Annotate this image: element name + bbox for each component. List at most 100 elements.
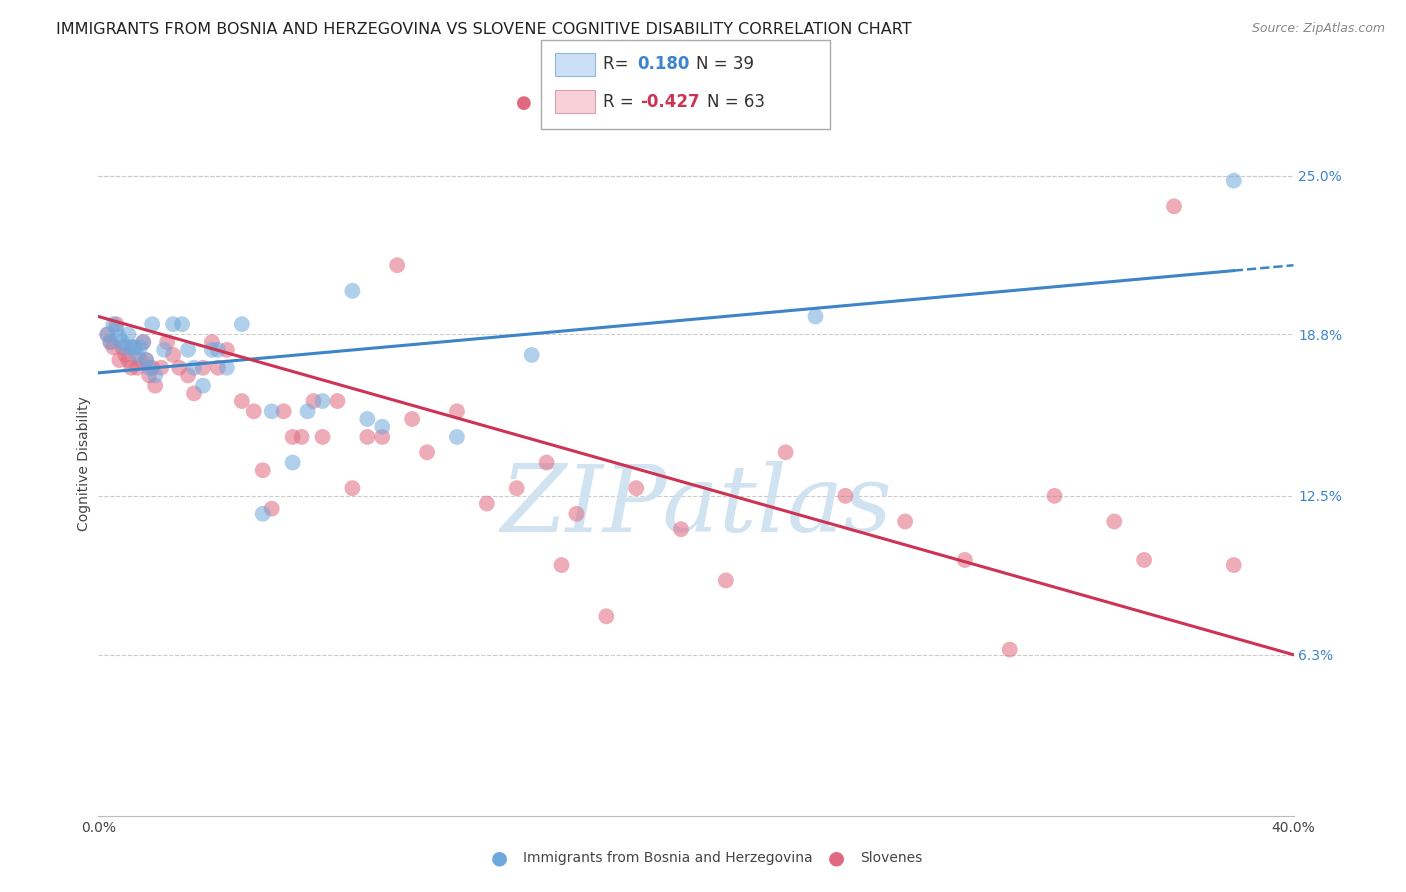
Point [183, 386, 205, 401]
Point [326, 394, 349, 409]
Point [98, 335, 122, 350]
Point [172, 317, 194, 331]
Point [141, 317, 163, 331]
Point [143, 378, 166, 392]
Point [311, 394, 333, 409]
Point [536, 456, 558, 470]
Point [111, 335, 134, 350]
Text: Source: ZipAtlas.com: Source: ZipAtlas.com [1251, 22, 1385, 36]
Point [371, 430, 394, 444]
Text: -0.427: -0.427 [640, 93, 699, 111]
Point [953, 553, 976, 567]
Point [804, 310, 827, 324]
Point [252, 463, 274, 477]
Text: N = 63: N = 63 [707, 93, 765, 111]
Point [401, 412, 423, 426]
Point [153, 343, 176, 357]
Point [135, 353, 157, 368]
Point [834, 489, 856, 503]
Point [207, 343, 229, 357]
Point [191, 360, 214, 375]
Point [138, 360, 160, 375]
Text: 0.180: 0.180 [637, 55, 689, 73]
Point [108, 353, 131, 368]
Point [311, 430, 333, 444]
Point [156, 335, 179, 350]
Point [252, 507, 274, 521]
Point [446, 404, 468, 418]
Point [669, 522, 692, 536]
Text: ZIPatlas: ZIPatlas [501, 461, 891, 551]
Point [998, 642, 1021, 657]
Point [475, 497, 498, 511]
Point [143, 368, 166, 383]
Point [114, 348, 136, 362]
Point [297, 404, 319, 418]
Point [108, 330, 131, 344]
Point [385, 258, 409, 272]
Point [177, 343, 200, 357]
Point [550, 558, 572, 572]
Point [273, 404, 295, 418]
Point [96, 327, 118, 342]
Point [714, 574, 737, 588]
Text: Immigrants from Bosnia and Herzegovina: Immigrants from Bosnia and Herzegovina [523, 851, 813, 865]
Point [302, 394, 325, 409]
Point [371, 419, 394, 434]
Point [117, 327, 139, 342]
Point [96, 327, 118, 342]
Point [291, 430, 314, 444]
Point [565, 507, 588, 521]
Text: ●: ● [516, 94, 531, 112]
Point [231, 317, 253, 331]
Point [103, 317, 125, 331]
Point [138, 368, 160, 383]
Point [127, 360, 149, 375]
Point [243, 404, 266, 418]
Point [207, 360, 229, 375]
Point [129, 340, 152, 354]
Point [105, 317, 128, 331]
Text: IMMIGRANTS FROM BOSNIA AND HERZEGOVINA VS SLOVENE COGNITIVE DISABILITY CORRELATI: IMMIGRANTS FROM BOSNIA AND HERZEGOVINA V… [56, 22, 912, 37]
Point [260, 404, 283, 418]
Point [416, 445, 439, 459]
Point [105, 322, 128, 336]
Point [124, 340, 146, 354]
Text: Slovenes: Slovenes [860, 851, 922, 865]
Point [162, 317, 184, 331]
Point [162, 348, 184, 362]
Point [595, 609, 617, 624]
Point [129, 353, 152, 368]
Point [150, 360, 173, 375]
Text: R=: R= [603, 55, 634, 73]
Point [1043, 489, 1066, 503]
Point [120, 340, 142, 354]
Point [183, 360, 205, 375]
Point [141, 360, 163, 375]
Point [201, 343, 224, 357]
Point [177, 368, 200, 383]
Point [120, 360, 142, 375]
Point [356, 412, 378, 426]
Point [167, 360, 190, 375]
Point [894, 515, 917, 529]
Point [520, 348, 543, 362]
Point [132, 335, 155, 350]
Point [127, 348, 149, 362]
Point [215, 360, 238, 375]
Point [191, 378, 214, 392]
Text: ●: ● [491, 848, 508, 868]
Text: ●: ● [828, 848, 845, 868]
Point [117, 353, 139, 368]
Point [98, 335, 122, 350]
Y-axis label: Cognitive Disability: Cognitive Disability [77, 396, 91, 532]
Text: N = 39: N = 39 [696, 55, 754, 73]
Point [114, 340, 136, 354]
Point [201, 335, 224, 350]
Point [1163, 199, 1185, 213]
Point [111, 340, 134, 354]
Text: R =: R = [603, 93, 640, 111]
Point [124, 340, 146, 354]
Point [260, 501, 283, 516]
Point [1223, 174, 1246, 188]
